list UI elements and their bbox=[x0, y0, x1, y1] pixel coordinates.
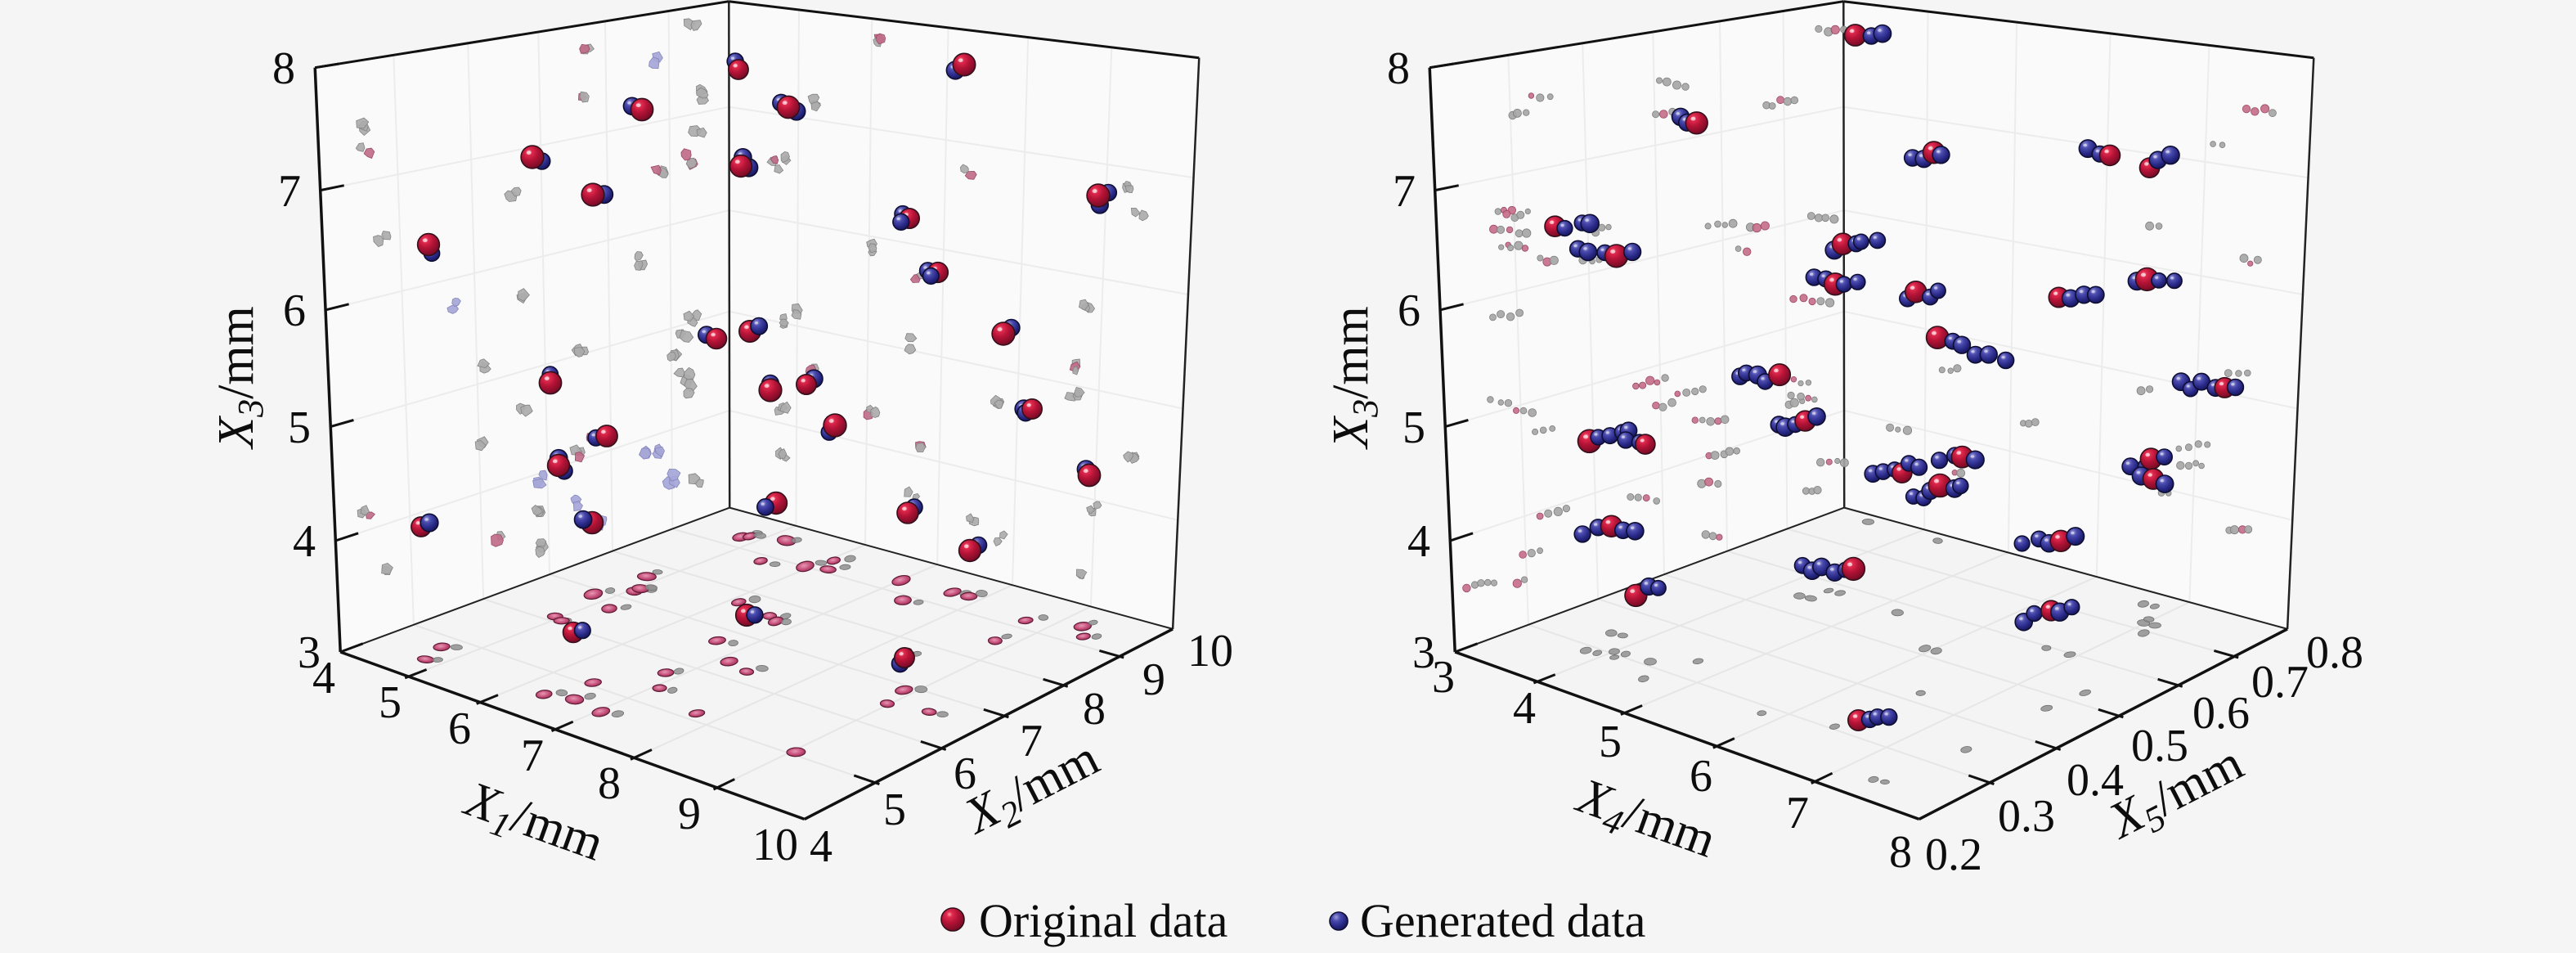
svg-text:9: 9 bbox=[678, 789, 701, 839]
svg-text:X3/mm: X3/mm bbox=[1323, 306, 1385, 451]
svg-text:5: 5 bbox=[883, 784, 906, 835]
svg-text:Generated data: Generated data bbox=[1360, 894, 1645, 947]
svg-text:6: 6 bbox=[1690, 751, 1712, 802]
svg-text:3: 3 bbox=[298, 627, 321, 678]
svg-text:8: 8 bbox=[1387, 43, 1410, 94]
svg-text:5: 5 bbox=[288, 402, 311, 453]
svg-text:8: 8 bbox=[1889, 827, 1912, 878]
svg-text:4: 4 bbox=[810, 821, 832, 872]
svg-text:10: 10 bbox=[1187, 626, 1233, 677]
svg-text:8: 8 bbox=[272, 43, 295, 94]
svg-text:0.8: 0.8 bbox=[2306, 627, 2363, 678]
svg-text:7: 7 bbox=[1020, 716, 1043, 766]
svg-text:6: 6 bbox=[448, 704, 471, 754]
svg-text:4: 4 bbox=[1407, 516, 1430, 567]
svg-text:0.5: 0.5 bbox=[2131, 721, 2188, 771]
svg-text:0.7: 0.7 bbox=[2251, 657, 2309, 708]
svg-text:8: 8 bbox=[1083, 684, 1106, 735]
svg-text:4: 4 bbox=[293, 516, 316, 567]
svg-text:5: 5 bbox=[379, 677, 402, 728]
svg-text:8: 8 bbox=[598, 758, 621, 809]
svg-text:7: 7 bbox=[521, 730, 544, 781]
svg-text:6: 6 bbox=[1398, 285, 1420, 336]
svg-text:0.6: 0.6 bbox=[2192, 688, 2250, 739]
svg-text:6: 6 bbox=[283, 285, 306, 336]
svg-text:10: 10 bbox=[752, 820, 798, 870]
svg-text:5: 5 bbox=[1402, 402, 1425, 453]
svg-text:0.3: 0.3 bbox=[1998, 791, 2055, 842]
svg-text:6: 6 bbox=[954, 748, 976, 799]
svg-text:0.4: 0.4 bbox=[2067, 755, 2124, 806]
svg-text:9: 9 bbox=[1142, 654, 1165, 705]
svg-text:0.2: 0.2 bbox=[1925, 829, 1982, 880]
svg-text:Original data: Original data bbox=[979, 894, 1227, 947]
svg-text:X3/mm: X3/mm bbox=[209, 306, 271, 451]
svg-text:3: 3 bbox=[1432, 652, 1455, 703]
svg-text:3: 3 bbox=[1412, 627, 1435, 678]
svg-text:7: 7 bbox=[1786, 788, 1809, 838]
svg-text:7: 7 bbox=[1393, 166, 1416, 217]
svg-text:4: 4 bbox=[312, 653, 335, 704]
svg-text:7: 7 bbox=[278, 166, 301, 217]
svg-text:4: 4 bbox=[1513, 683, 1536, 734]
svg-text:5: 5 bbox=[1599, 717, 1622, 767]
